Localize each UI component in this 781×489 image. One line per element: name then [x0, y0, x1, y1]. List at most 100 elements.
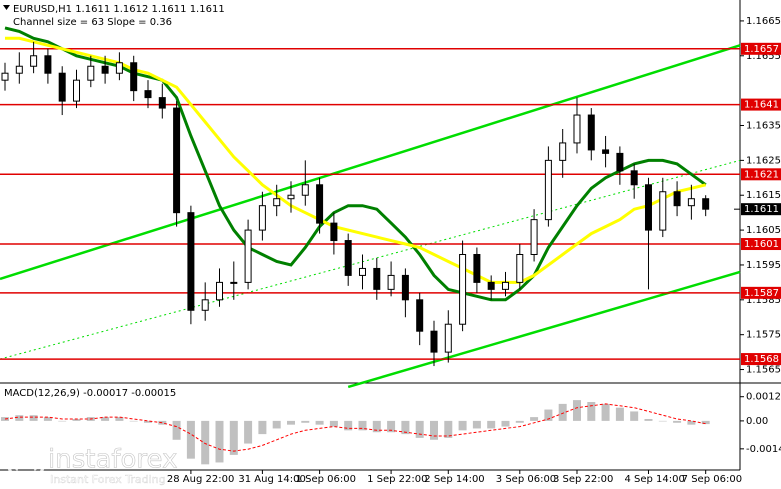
candle-body [644, 184, 652, 231]
candle-body [187, 212, 195, 311]
candle-body [101, 65, 109, 74]
candle-body [1, 72, 9, 81]
macd-bar [572, 400, 581, 421]
level-label-box [741, 286, 781, 299]
macd-bar [129, 420, 138, 422]
level-label: 1.1601 [744, 239, 779, 250]
candle-body [501, 281, 509, 290]
macd-bar [673, 420, 682, 423]
candle-body [30, 55, 38, 67]
candle-body [544, 159, 552, 221]
macd-bar [644, 419, 653, 421]
channel-line [0, 44, 741, 281]
macd-bar [358, 420, 367, 431]
candle-body [473, 253, 481, 283]
candle-body [130, 62, 138, 92]
macd-bar [344, 420, 353, 431]
level-label: 1.1568 [744, 354, 779, 365]
macd-bar [144, 420, 152, 423]
level-label: 1.1657 [744, 44, 779, 55]
macd-bar [630, 411, 639, 421]
macd-bar [415, 420, 424, 438]
candle-body [215, 281, 223, 301]
chart-title: EURUSD,H1 1.1611 1.1612 1.1611 1.1611 [13, 4, 225, 15]
candle-body [702, 198, 710, 210]
macd-bar [215, 420, 224, 463]
level-label: 1.1641 [744, 100, 779, 111]
candle-body [15, 65, 23, 74]
chart-subtitle: Channel size = 63 Slope = 0.36 [13, 17, 172, 28]
candle-body [201, 299, 209, 311]
level-label-box [741, 98, 781, 111]
candle-body [158, 97, 166, 109]
macd-bar [315, 420, 324, 425]
candle-body [587, 114, 595, 151]
candle-body [58, 72, 66, 102]
candle-body [144, 90, 152, 99]
y-tick-label: 1.1655 [746, 51, 781, 62]
header-arrow [3, 5, 10, 10]
watermark-tagline: Instant Forex Trading [50, 473, 166, 486]
candle-body [673, 191, 681, 207]
candle-body [401, 274, 409, 301]
macd-bar [286, 420, 295, 425]
watermark-icon-mark [14, 448, 38, 471]
macd-bar [15, 415, 24, 421]
x-tick-label: 31 Aug 14:00 [238, 474, 305, 485]
macd-bar [272, 420, 281, 429]
x-tick-label: 4 Sep 14:00 [624, 474, 684, 485]
candle-body [316, 184, 324, 224]
macd-title: MACD(12,26,9) -0.00017 -0.00015 [4, 388, 176, 399]
candle-body [687, 198, 695, 207]
macd-bar [258, 420, 267, 435]
watermark-brand: instaforex [48, 445, 177, 475]
candle-body [573, 114, 581, 144]
x-tick-label: 2 Sep 14:00 [424, 474, 484, 485]
macd-bar [58, 420, 67, 422]
x-tick-label: 1 Sep 22:00 [367, 474, 427, 485]
macd-bar [587, 402, 596, 421]
candle-body [244, 229, 252, 283]
y-tick-label: 1.1625 [746, 155, 781, 166]
candle-body [630, 170, 638, 186]
x-tick-label: 3 Sep 06:00 [496, 474, 556, 485]
y-tick-label: 1.1635 [746, 121, 781, 132]
level-label-box [741, 42, 781, 55]
macd-bar [301, 420, 310, 423]
candle-body [115, 62, 123, 74]
candle-body [387, 274, 395, 290]
macd-bar [687, 420, 696, 425]
candle-body [602, 149, 610, 154]
candle-body [530, 219, 538, 255]
macd-bar [458, 420, 467, 431]
last-price-label: 1.1611 [744, 204, 779, 215]
macd-bar [544, 409, 553, 421]
candle-body [301, 184, 309, 196]
macd-bar [515, 420, 524, 423]
macd-bar [701, 420, 710, 425]
candle-body [330, 222, 338, 242]
macd-bar [43, 417, 52, 421]
level-label: 1.1621 [744, 169, 779, 180]
macd-bar [72, 419, 81, 421]
candle-body [487, 281, 495, 290]
candle-body [373, 267, 381, 290]
y-tick-label: 1.1595 [746, 260, 781, 271]
level-label: 1.1587 [744, 288, 779, 299]
macd-bar [229, 420, 238, 455]
channel-line [347, 270, 741, 389]
macd-bar [615, 407, 624, 421]
candle-body [287, 194, 295, 200]
level-label-box [741, 353, 781, 366]
macd-bar [487, 420, 496, 429]
candle-body [358, 267, 366, 276]
macd-bar [501, 420, 510, 427]
macd-bar [387, 420, 396, 433]
candle-body [73, 79, 81, 102]
macd-bar [530, 417, 539, 421]
macd-bar [115, 417, 124, 421]
macd-bar [186, 420, 195, 459]
candle-body [444, 323, 452, 353]
